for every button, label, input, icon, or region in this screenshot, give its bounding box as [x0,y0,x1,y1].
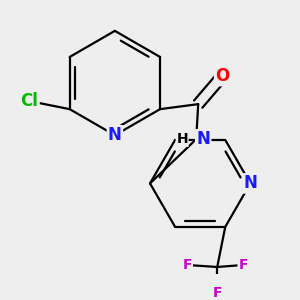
Text: F: F [238,258,248,272]
Text: F: F [182,258,192,272]
Text: N: N [243,174,257,192]
Text: O: O [215,67,230,85]
Text: H: H [176,132,188,146]
Text: N: N [108,126,122,144]
Text: N: N [196,130,210,148]
Text: F: F [212,286,222,300]
Text: Cl: Cl [21,92,38,110]
